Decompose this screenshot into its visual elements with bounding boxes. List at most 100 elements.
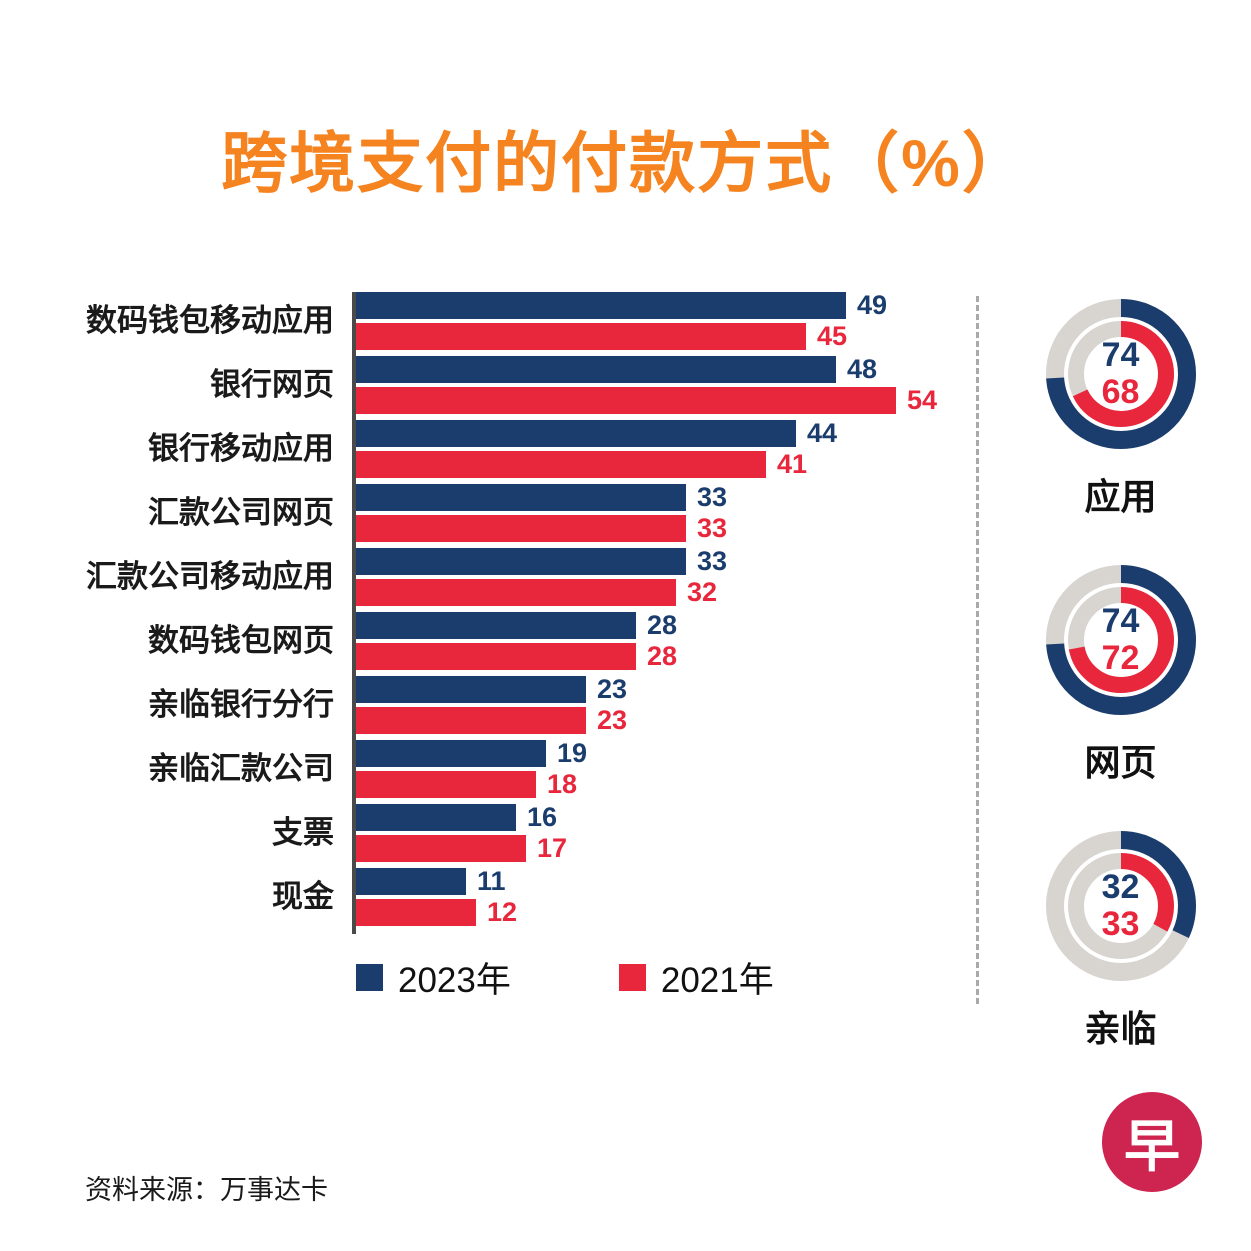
bar-pair: 28 28 — [350, 612, 677, 670]
bar-value: 17 — [537, 833, 568, 863]
bar-pair: 33 32 — [350, 548, 727, 606]
dashed-divider — [976, 296, 979, 1004]
bar-2021年 — [356, 707, 586, 734]
category-label: 亲临汇款公司 — [148, 750, 334, 786]
donut-ring: 74 72 — [1037, 556, 1205, 724]
bar-2021年 — [356, 643, 636, 670]
category-label: 亲临银行分行 — [148, 686, 334, 722]
bar-value: 49 — [857, 290, 888, 320]
bar-group: 银行移动应用 44 41 — [0, 420, 975, 478]
bar-group: 亲临汇款公司 19 18 — [0, 740, 975, 798]
bar-line: 44 — [356, 420, 837, 447]
bar-2021年 — [356, 579, 676, 606]
bar-line: 32 — [356, 579, 727, 606]
bar-2021年 — [356, 899, 476, 926]
legend-item-2021: 2021年 — [618, 952, 774, 1003]
bar-line: 17 — [356, 835, 567, 862]
category-label: 支票 — [272, 814, 334, 850]
bar-value: 23 — [597, 705, 628, 735]
donut-value-2023: 74 — [1101, 336, 1140, 375]
legend-swatch-2021 — [618, 964, 646, 991]
bar-line: 19 — [356, 740, 587, 767]
bar-2023年 — [356, 740, 546, 767]
page-title: 跨境支付的付款方式（%） — [221, 126, 1030, 200]
chart-legend: 2023年 2021年 — [356, 952, 774, 1003]
bar-line: 33 — [356, 548, 727, 575]
bar-2023年 — [356, 484, 686, 511]
bar-group: 现金 11 12 — [0, 868, 975, 926]
zaobao-logo: 早 — [1102, 1092, 1202, 1192]
bar-value: 28 — [647, 610, 678, 640]
bar-value: 23 — [597, 674, 628, 704]
donut-value-2021: 68 — [1101, 373, 1140, 411]
category-label: 银行网页 — [210, 366, 334, 402]
legend-item-2023: 2023年 — [356, 952, 511, 1003]
legend-swatch-2023 — [356, 964, 383, 991]
category-label: 现金 — [272, 878, 334, 914]
donut-center: 32 33 — [1037, 822, 1205, 990]
bar-pair: 23 23 — [350, 676, 627, 734]
bar-line: 41 — [356, 451, 837, 478]
bar-line: 54 — [356, 387, 937, 414]
bar-line: 49 — [356, 292, 887, 319]
bar-value: 28 — [647, 641, 678, 671]
category-label: 数码钱包移动应用 — [86, 302, 334, 338]
bar-line: 23 — [356, 676, 627, 703]
donut-label: 网页 — [1084, 742, 1157, 783]
bar-line: 12 — [356, 899, 517, 926]
bar-rows: 数码钱包移动应用 49 45 银行网页 48 54 银行移动应用 44 41 汇款公司网页 33 33… — [0, 292, 975, 926]
bar-2023年 — [356, 868, 466, 895]
bar-value: 33 — [697, 482, 728, 512]
donut-center: 74 68 — [1037, 290, 1205, 458]
bar-2023年 — [356, 804, 516, 831]
bar-2023年 — [356, 676, 586, 703]
bar-chart: 数码钱包移动应用 49 45 银行网页 48 54 银行移动应用 44 41 汇款公司网页 33 33… — [0, 292, 975, 934]
donut-ring: 74 68 — [1037, 290, 1205, 458]
bar-2021年 — [356, 515, 686, 542]
bar-group: 数码钱包移动应用 49 45 — [0, 292, 975, 350]
legend-label-2021: 2021年 — [660, 961, 774, 1000]
category-label: 汇款公司移动应用 — [86, 558, 334, 594]
bar-line: 48 — [356, 356, 937, 383]
donut-column: 74 68 应用 74 72 网页 32 33 亲临 — [1008, 290, 1233, 1052]
bar-2021年 — [356, 771, 536, 798]
category-label: 银行移动应用 — [148, 430, 334, 466]
donut-value-2023: 32 — [1101, 868, 1140, 907]
source-note: 资料来源：万事达卡 — [85, 1175, 328, 1205]
donut-rings-svg — [1045, 299, 1196, 449]
bar-group: 数码钱包网页 28 28 — [0, 612, 975, 670]
bar-pair: 49 45 — [350, 292, 887, 350]
bar-value: 18 — [547, 769, 578, 799]
bar-value: 32 — [687, 577, 718, 607]
bar-line: 28 — [356, 612, 677, 639]
bar-value: 48 — [847, 354, 878, 384]
bar-value: 12 — [487, 897, 518, 927]
bar-line: 16 — [356, 804, 567, 831]
bar-pair: 48 54 — [350, 356, 937, 414]
donut-value-2021: 72 — [1101, 639, 1140, 677]
bar-value: 16 — [527, 802, 558, 832]
donut-center: 74 72 — [1037, 556, 1205, 724]
donut-ring: 32 33 — [1037, 822, 1205, 990]
donut-label: 亲临 — [1084, 1008, 1157, 1049]
bar-value: 33 — [697, 546, 728, 576]
donut-rings-svg — [1045, 831, 1196, 981]
bar-pair: 11 12 — [350, 868, 517, 926]
bar-group: 亲临银行分行 23 23 — [0, 676, 975, 734]
bar-line: 28 — [356, 643, 677, 670]
donut-value-2023: 74 — [1101, 602, 1140, 641]
bar-group: 汇款公司移动应用 33 32 — [0, 548, 975, 606]
bar-2023年 — [356, 612, 636, 639]
donut-value-2021: 33 — [1101, 905, 1140, 943]
bar-2021年 — [356, 451, 766, 478]
bar-line: 45 — [356, 323, 887, 350]
donut-亲临: 32 33 亲临 — [1037, 822, 1205, 1052]
y-axis-line — [352, 292, 356, 934]
bar-value: 11 — [477, 866, 506, 896]
bar-group: 支票 16 17 — [0, 804, 975, 862]
bar-value: 54 — [907, 385, 938, 415]
bar-2023年 — [356, 356, 836, 383]
bar-pair: 33 33 — [350, 484, 727, 542]
bar-value: 45 — [817, 321, 848, 351]
bar-value: 33 — [697, 513, 728, 543]
